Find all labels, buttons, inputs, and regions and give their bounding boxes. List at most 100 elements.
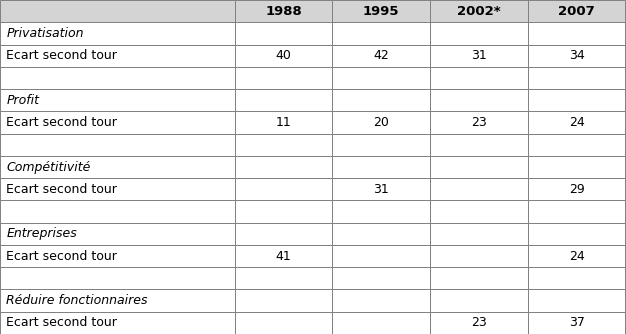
Bar <box>235 67 332 89</box>
Bar <box>0 22 235 44</box>
Bar <box>0 44 235 67</box>
Bar <box>430 0 528 22</box>
Bar <box>528 111 625 134</box>
Bar <box>528 312 625 334</box>
Bar <box>0 200 235 223</box>
Bar <box>235 134 332 156</box>
Text: 1995: 1995 <box>363 5 399 18</box>
Text: Profit: Profit <box>6 94 39 107</box>
Bar <box>528 134 625 156</box>
Bar <box>528 200 625 223</box>
Bar <box>430 89 528 111</box>
Bar <box>430 134 528 156</box>
Bar <box>332 67 430 89</box>
Bar <box>332 290 430 312</box>
Bar <box>528 67 625 89</box>
Bar <box>235 312 332 334</box>
Bar <box>332 223 430 245</box>
Text: Entreprises: Entreprises <box>6 227 77 240</box>
Text: Ecart second tour: Ecart second tour <box>6 249 117 263</box>
Bar <box>430 267 528 290</box>
Text: Compétitivité: Compétitivité <box>6 161 91 173</box>
Bar <box>528 89 625 111</box>
Bar <box>235 44 332 67</box>
Bar <box>528 22 625 44</box>
Text: Ecart second tour: Ecart second tour <box>6 49 117 62</box>
Bar <box>235 178 332 200</box>
Bar <box>332 22 430 44</box>
Bar <box>528 267 625 290</box>
Bar <box>235 0 332 22</box>
Text: 31: 31 <box>471 49 487 62</box>
Bar <box>332 245 430 267</box>
Bar <box>528 178 625 200</box>
Bar <box>0 111 235 134</box>
Bar <box>0 156 235 178</box>
Bar <box>430 200 528 223</box>
Bar <box>0 89 235 111</box>
Bar <box>0 290 235 312</box>
Bar <box>528 44 625 67</box>
Text: 1988: 1988 <box>265 5 302 18</box>
Bar <box>332 267 430 290</box>
Bar <box>332 44 430 67</box>
Bar <box>430 44 528 67</box>
Bar <box>430 156 528 178</box>
Bar <box>0 0 235 22</box>
Bar <box>0 178 235 200</box>
Bar <box>528 0 625 22</box>
Text: 41: 41 <box>275 249 292 263</box>
Text: 42: 42 <box>373 49 389 62</box>
Bar <box>235 89 332 111</box>
Bar <box>235 245 332 267</box>
Text: Ecart second tour: Ecart second tour <box>6 183 117 196</box>
Bar <box>235 290 332 312</box>
Bar <box>430 312 528 334</box>
Bar <box>235 200 332 223</box>
Bar <box>235 22 332 44</box>
Text: 29: 29 <box>568 183 585 196</box>
Bar <box>528 290 625 312</box>
Bar <box>235 223 332 245</box>
Bar <box>430 111 528 134</box>
Bar <box>430 245 528 267</box>
Text: 40: 40 <box>275 49 292 62</box>
Bar <box>528 156 625 178</box>
Text: Ecart second tour: Ecart second tour <box>6 316 117 329</box>
Bar <box>528 245 625 267</box>
Bar <box>332 111 430 134</box>
Bar <box>332 200 430 223</box>
Text: 24: 24 <box>568 116 585 129</box>
Bar <box>430 67 528 89</box>
Bar <box>332 156 430 178</box>
Bar <box>332 89 430 111</box>
Text: 23: 23 <box>471 116 487 129</box>
Text: 37: 37 <box>568 316 585 329</box>
Text: 2002*: 2002* <box>457 5 501 18</box>
Text: 20: 20 <box>373 116 389 129</box>
Bar <box>235 156 332 178</box>
Bar <box>0 312 235 334</box>
Text: 24: 24 <box>568 249 585 263</box>
Bar <box>235 267 332 290</box>
Text: 2007: 2007 <box>558 5 595 18</box>
Bar <box>0 245 235 267</box>
Bar <box>430 22 528 44</box>
Bar <box>332 0 430 22</box>
Bar <box>332 312 430 334</box>
Bar <box>430 290 528 312</box>
Text: 11: 11 <box>275 116 292 129</box>
Bar <box>430 223 528 245</box>
Text: Privatisation: Privatisation <box>6 27 84 40</box>
Text: 34: 34 <box>568 49 585 62</box>
Text: 23: 23 <box>471 316 487 329</box>
Text: 31: 31 <box>373 183 389 196</box>
Bar <box>0 223 235 245</box>
Bar <box>0 267 235 290</box>
Bar <box>0 134 235 156</box>
Bar <box>332 178 430 200</box>
Bar <box>430 178 528 200</box>
Bar <box>235 111 332 134</box>
Bar <box>528 223 625 245</box>
Bar <box>0 67 235 89</box>
